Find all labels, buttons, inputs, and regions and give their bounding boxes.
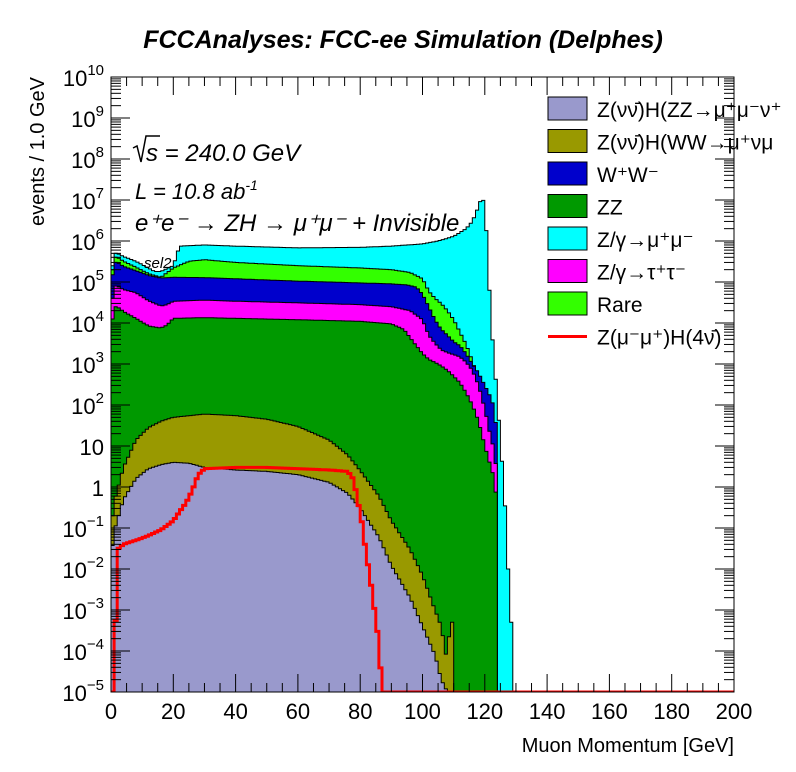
x-tick-label: 80	[348, 699, 372, 724]
y-tick-label: 103	[71, 349, 104, 378]
legend-label: Rare	[597, 294, 643, 317]
y-tick-label: 10−1	[62, 513, 104, 542]
luminosity-exponent: -1	[245, 177, 257, 193]
y-tick-label: 102	[71, 390, 104, 419]
legend-item: W⁺W⁻	[547, 161, 659, 187]
x-tick-label: 60	[286, 699, 310, 724]
legend-item: ZZ	[547, 194, 623, 220]
x-tick-label: 40	[223, 699, 247, 724]
legend-label: Z/γ→μ⁺μ⁻	[597, 229, 694, 252]
legend-label: Z(νν̄)H(ZZ→μ⁺μ⁻ν⁺	[597, 99, 782, 122]
legend-swatch	[547, 161, 588, 186]
legend-item: Z(μ⁻μ⁺)H(4ν̄)	[548, 327, 722, 350]
x-tick-label: 100	[404, 699, 441, 724]
x-tick-label: 180	[653, 699, 690, 724]
y-tick-label: 10	[80, 435, 104, 460]
legend-item: Z/γ→μ⁺μ⁻	[547, 226, 694, 252]
axes: 0 20 40 60 80 100 120 140 160 180 200 1010 109 108 107…	[62, 62, 752, 724]
sqrt-symbol	[132, 135, 160, 163]
signal-line	[111, 465, 734, 692]
legend-swatch	[547, 226, 588, 251]
legend-label: W⁺W⁻	[597, 164, 659, 187]
luminosity-label: L = 10.8 ab-1	[135, 177, 258, 204]
y-tick-label: 109	[71, 103, 104, 132]
legend-label: Z(νν̄)H(WW→μ⁺νμ	[597, 132, 773, 155]
legend-label: Z/γ→τ⁺τ⁻	[597, 262, 686, 285]
y-tick-label: 10−4	[62, 636, 104, 665]
y-tick-label: 10−3	[62, 595, 104, 624]
legend-swatch	[547, 129, 588, 153]
y-tick-label: 106	[71, 226, 104, 255]
legend-item: Z(νν̄)H(WW→μ⁺νμ	[547, 129, 773, 155]
luminosity-main: L = 10.8 ab	[135, 179, 245, 204]
legend: Z(νν̄)H(ZZ→μ⁺μ⁻ν⁺ Z(νν̄)H(WW→μ⁺νμ W⁺W⁻ ZZ Z/…	[547, 96, 782, 350]
legend-label: ZZ	[597, 197, 623, 220]
y-tick-label: 1	[92, 476, 104, 501]
y-tick-label: 107	[71, 185, 104, 214]
stacked-histograms	[111, 199, 514, 692]
legend-swatch	[547, 96, 588, 121]
legend-swatch	[547, 194, 588, 218]
x-tick-label: 200	[716, 699, 753, 724]
x-axis-label: Muon Momentum [GeV]	[522, 735, 734, 757]
y-tick-label: 105	[71, 267, 104, 296]
process-label: e⁺e⁻ → ZH → μ⁺μ⁻ + Invisible	[135, 210, 459, 237]
y-tick-label: 108	[71, 144, 104, 173]
legend-swatch	[547, 259, 588, 283]
sqrt-s-label: s = 240.0 GeV	[146, 140, 302, 167]
y-tick-label: 104	[71, 308, 104, 337]
y-tick-label: 10−2	[62, 554, 104, 583]
legend-label: Z(μ⁻μ⁺)H(4ν̄)	[597, 327, 722, 350]
x-tick-label: 160	[591, 699, 628, 724]
hist-z-h-zz-	[111, 461, 451, 692]
y-tick-label: 10−5	[62, 677, 104, 706]
legend-item: Z(νν̄)H(ZZ→μ⁺μ⁻ν⁺	[547, 96, 782, 122]
y-axis-label: events / 1.0 GeV	[27, 76, 49, 226]
legend-swatch	[547, 291, 588, 316]
x-tick-label: 120	[466, 699, 503, 724]
x-tick-label: 0	[105, 699, 117, 724]
legend-item: Z/γ→τ⁺τ⁻	[547, 259, 686, 285]
x-tick-label: 20	[161, 699, 185, 724]
y-tick-label: 1010	[63, 62, 104, 91]
chart-title: FCCAnalyses: FCC-ee Simulation (Delphes)	[143, 26, 663, 54]
legend-item: Rare	[547, 291, 643, 317]
annotations: s = 240.0 GeV L = 10.8 ab-1 e⁺e⁻ → ZH → …	[132, 135, 459, 272]
x-tick-label: 140	[529, 699, 566, 724]
selection-label: sel2	[144, 255, 172, 272]
signal-line-group	[111, 465, 734, 692]
